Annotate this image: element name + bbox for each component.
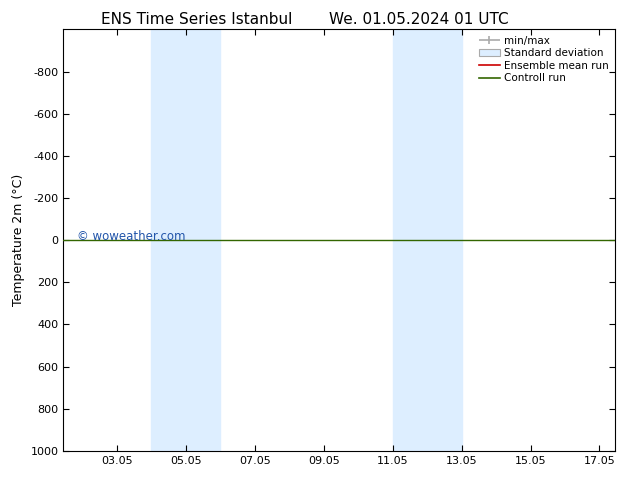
Y-axis label: Temperature 2m (°C): Temperature 2m (°C) xyxy=(12,174,25,306)
Bar xyxy=(392,29,462,451)
Text: © woweather.com: © woweather.com xyxy=(77,230,186,243)
Bar xyxy=(152,29,220,451)
Legend: min/max, Standard deviation, Ensemble mean run, Controll run: min/max, Standard deviation, Ensemble me… xyxy=(476,32,612,87)
Text: We. 01.05.2024 01 UTC: We. 01.05.2024 01 UTC xyxy=(328,12,508,27)
Text: ENS Time Series Istanbul: ENS Time Series Istanbul xyxy=(101,12,292,27)
